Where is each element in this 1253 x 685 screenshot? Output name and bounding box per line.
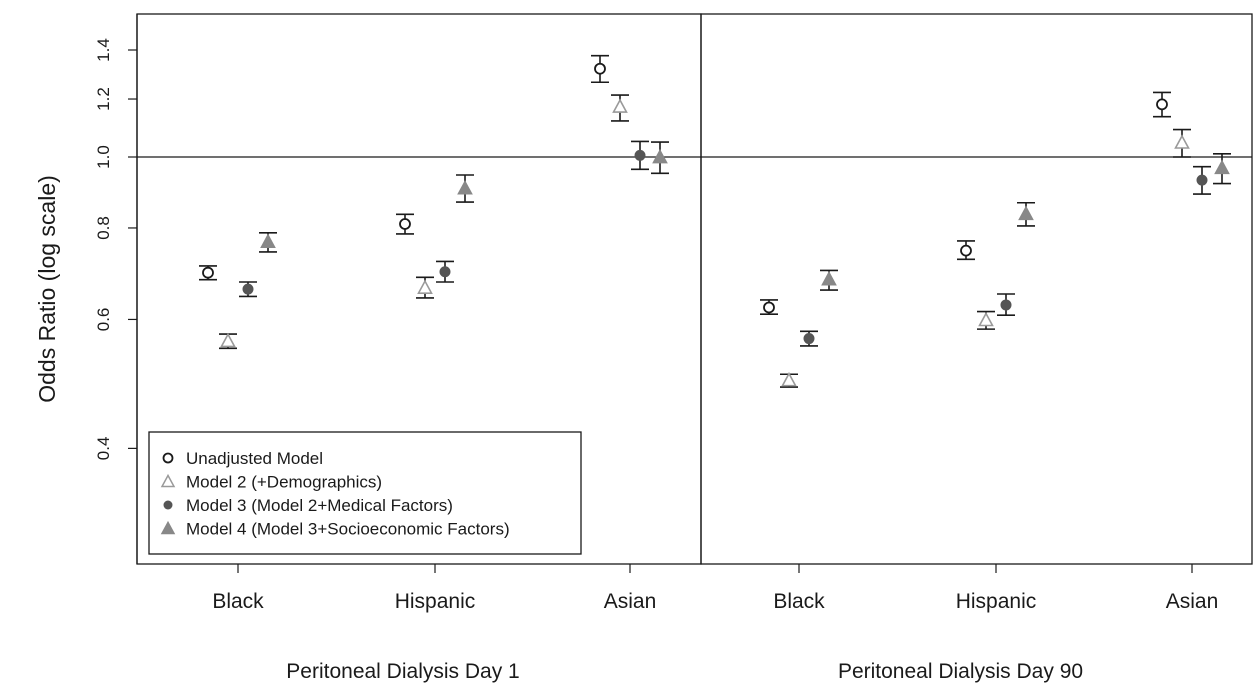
point-marker	[439, 266, 451, 278]
point-marker	[1214, 159, 1230, 175]
point-marker	[652, 148, 668, 164]
point-marker	[821, 270, 837, 286]
point-marker	[1174, 134, 1190, 149]
point-marker	[1018, 205, 1034, 221]
legend-label: Unadjusted Model	[186, 449, 323, 468]
legend-label: Model 4 (Model 3+Socioeconomic Factors)	[186, 520, 510, 539]
y-tick-label: 1.4	[94, 38, 113, 62]
panel-1: Black Hispanic Asian Peritoneal Dialysis Da…	[136, 13, 702, 683]
point-marker	[634, 149, 646, 161]
point-marker	[763, 301, 775, 314]
x-tick-label: Asian	[604, 590, 657, 613]
y-tick-label: 0.6	[94, 308, 113, 332]
legend-marker	[160, 473, 176, 488]
panel-2: Black Hispanic Asian Peritoneal Dialysis Da…	[700, 13, 1253, 683]
point-marker	[1196, 174, 1208, 186]
x-tick-label: Asian	[1166, 590, 1219, 613]
panel-title: Peritoneal Dialysis Day 90	[838, 660, 1083, 683]
legend-label: Model 3 (Model 2+Medical Factors)	[186, 496, 453, 515]
panels: Black Hispanic Asian Peritoneal Dialysis Da…	[136, 13, 1253, 683]
point-marker	[399, 218, 411, 230]
point-marker	[220, 332, 236, 348]
point-marker	[960, 244, 972, 257]
point-marker	[242, 283, 254, 295]
legend: Unadjusted Model Model 2 (+Demographics) M…	[148, 431, 582, 555]
legend-label: Model 2 (+Demographics)	[186, 473, 382, 492]
y-tick-label: 0.8	[94, 216, 113, 240]
x-tick-label: Hispanic	[956, 590, 1037, 613]
y-tick-label: 1.2	[94, 87, 113, 111]
point-marker	[612, 98, 628, 113]
x-tick-label: Black	[212, 590, 264, 613]
point-marker	[594, 62, 606, 75]
legend-marker	[163, 500, 173, 510]
y-axis-title: Odds Ratio (log scale)	[34, 175, 60, 403]
point-marker	[978, 311, 994, 327]
x-tick-label: Black	[773, 590, 825, 613]
point-marker	[202, 266, 214, 279]
panel-title: Peritoneal Dialysis Day 1	[286, 660, 519, 683]
x-tick-label: Hispanic	[395, 590, 476, 613]
point-marker	[803, 333, 815, 345]
point-marker	[781, 371, 797, 387]
point-marker	[457, 180, 473, 195]
legend-marker	[162, 452, 174, 464]
y-ticks: 0.4 0.6 0.8 1.0 1.2 1.4	[94, 38, 137, 460]
legend-box	[148, 431, 582, 555]
y-tick-label: 1.0	[94, 145, 113, 169]
legend-marker	[160, 520, 176, 535]
point-marker	[260, 233, 276, 248]
point-marker	[417, 279, 433, 294]
panel-frame	[700, 13, 1253, 565]
point-marker	[1000, 299, 1012, 311]
y-tick-label: 0.4	[94, 437, 113, 461]
point-marker	[1156, 98, 1168, 111]
